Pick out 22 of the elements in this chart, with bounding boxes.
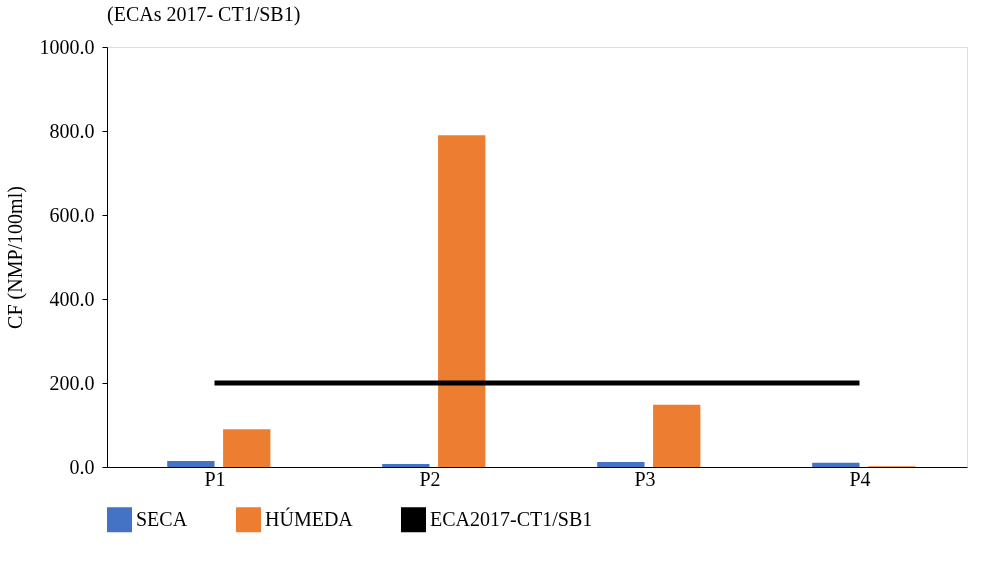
y-tick-label: 800.0 bbox=[49, 119, 95, 142]
y-axis-title: CF (NMP/100ml) bbox=[3, 186, 27, 329]
bar bbox=[653, 404, 701, 467]
legend-label: ECA2017-CT1/SB1 bbox=[430, 507, 593, 530]
y-tick-label: 600.0 bbox=[49, 203, 95, 226]
legend-label: SECA bbox=[136, 507, 188, 530]
x-tick-label: P4 bbox=[849, 467, 871, 490]
x-tick-label: P1 bbox=[204, 467, 226, 490]
bar bbox=[167, 461, 215, 467]
y-tick-label: 1000.0 bbox=[39, 35, 95, 58]
y-tick-label: 0.0 bbox=[69, 455, 95, 478]
bar bbox=[438, 135, 486, 467]
y-tick-label: 200.0 bbox=[49, 371, 95, 394]
bar bbox=[597, 461, 645, 467]
y-tick-label: 400.0 bbox=[49, 287, 95, 310]
legend-label: HÚMEDA bbox=[265, 506, 354, 530]
bar bbox=[812, 462, 860, 467]
bar bbox=[382, 464, 430, 467]
x-tick-label: P2 bbox=[419, 467, 441, 490]
x-tick-label: P3 bbox=[634, 467, 656, 490]
chart-title: (ECAs 2017- CT1/SB1) bbox=[107, 3, 301, 26]
bar bbox=[223, 429, 271, 467]
